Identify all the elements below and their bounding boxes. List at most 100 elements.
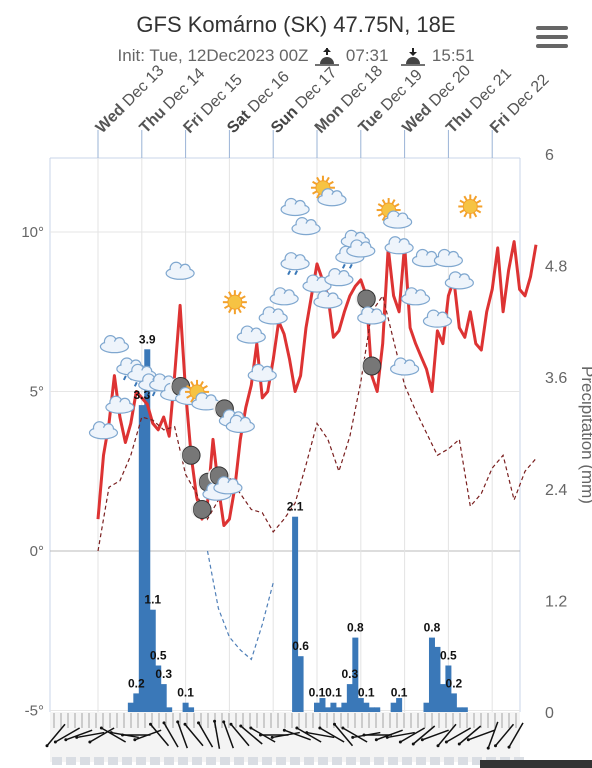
cloud-icon: [444, 271, 474, 290]
timeline-block: [276, 757, 286, 765]
timeline-block: [220, 757, 230, 765]
sun-ray: [186, 385, 192, 390]
sun-ray: [316, 176, 321, 183]
wind-barb: [177, 721, 188, 749]
data-label: 0.3: [155, 667, 172, 681]
wind-barb-head: [99, 726, 103, 730]
sun-ray: [472, 212, 478, 218]
cloud-fill: [90, 427, 117, 438]
cloud-icon: [99, 335, 130, 354]
cloud-fill: [347, 245, 374, 256]
precip-bar: [363, 702, 370, 712]
timeline-block: [388, 757, 398, 765]
wind-barb: [230, 723, 250, 747]
cloud-icon: [236, 325, 266, 344]
wind-barb-head: [351, 735, 355, 739]
wind-barb-head: [270, 735, 274, 739]
wind-barb: [55, 727, 80, 743]
sun-ray: [316, 193, 321, 199]
data-label: 3.9: [139, 332, 156, 346]
cloud-fill: [446, 277, 473, 288]
rain-drops: [144, 391, 156, 397]
precip-bar: [133, 693, 140, 712]
cloud-fill: [167, 268, 194, 279]
sun-ray: [377, 203, 384, 208]
cloud-fill: [260, 312, 287, 323]
data-label: 0.1: [309, 686, 326, 700]
cloud-fill: [384, 217, 411, 228]
cloud-fill: [214, 482, 241, 493]
y2-tick-label: 2.4: [545, 482, 567, 499]
hamburger-menu-icon[interactable]: [536, 26, 568, 54]
wind-barb-head: [436, 744, 440, 748]
timeline-block: [458, 757, 468, 765]
timeline-block: [192, 757, 202, 765]
wind-barb: [240, 725, 263, 745]
sun-ray: [381, 215, 387, 221]
wind-barb: [387, 731, 415, 739]
timeline-block: [290, 757, 300, 765]
moon-icon: [360, 356, 382, 376]
precip-bar: [390, 702, 397, 712]
wind-barb-head: [444, 740, 448, 744]
wind-barb-head: [149, 722, 153, 726]
chart-subtitle: Init: Tue, 12Dec2023 00Z 07:31 15:51: [0, 46, 592, 66]
wind-barb: [319, 727, 345, 743]
wind-barb: [400, 727, 425, 743]
wind-barb: [342, 727, 368, 743]
moon-light: [169, 377, 179, 396]
moon-light: [196, 473, 206, 492]
footer-bar: [480, 760, 592, 768]
timeline-block: [472, 757, 482, 765]
wind-barb: [437, 723, 457, 747]
moon-icon: [180, 445, 201, 465]
timeline-block: [262, 757, 272, 765]
cloud-icon: [225, 414, 255, 433]
dewpoint-line: [97, 294, 537, 552]
cloud-icon: [313, 290, 343, 309]
wind-barb: [446, 727, 471, 743]
cloud-fill: [227, 421, 254, 432]
cloud-icon: [88, 421, 119, 440]
y2-axis-label: Precipitation (mm): [578, 366, 592, 504]
cloud-icon: [291, 217, 321, 236]
timeline-block: [150, 757, 160, 765]
sun-ray: [377, 212, 384, 217]
precip-bar: [166, 707, 173, 712]
sun-ray: [228, 291, 233, 297]
timeline-block: [360, 757, 370, 765]
moon-light: [360, 356, 370, 375]
y2-tick-label: 1.2: [545, 593, 567, 610]
rain-drops: [341, 263, 353, 269]
sunrise-icon: [313, 47, 341, 66]
sun-ray: [190, 397, 195, 403]
sun-ray: [223, 304, 230, 310]
timeline-block: [374, 757, 384, 765]
wind-barb: [65, 729, 93, 741]
cloud-icon: [247, 363, 277, 382]
wind-barb-head: [486, 746, 490, 750]
rain-drops: [287, 270, 298, 276]
data-label: 0.8: [347, 621, 364, 635]
data-label: 0.1: [358, 686, 375, 700]
precip-bar: [368, 707, 375, 712]
moon-light: [180, 446, 190, 465]
sunrise-time: 07:31: [345, 46, 389, 65]
precip-bar: [292, 516, 299, 712]
precip-bar: [144, 349, 151, 712]
cloud-fill: [101, 341, 128, 352]
precip-bar: [439, 684, 446, 712]
wind-barb-head: [259, 733, 262, 737]
wind-barb: [412, 725, 436, 745]
cloud-fill: [282, 258, 309, 269]
timeline-block: [178, 757, 188, 765]
data-label: 0.2: [446, 676, 463, 690]
moon-icon: [191, 500, 212, 520]
wind-barb: [213, 721, 221, 749]
sun-ray: [237, 291, 242, 297]
sun-ray: [312, 180, 318, 186]
sun-ray: [190, 380, 195, 387]
timeline-block: [206, 757, 216, 765]
precip-bar: [456, 707, 463, 712]
precip-bar: [138, 405, 145, 712]
